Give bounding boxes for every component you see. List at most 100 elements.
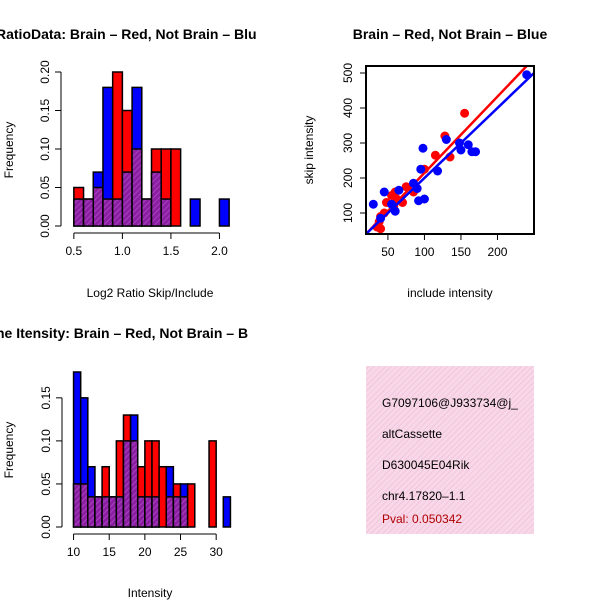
bar-red-17 [208,440,217,528]
bar-overlap-15 [179,496,189,528]
bar-overlap-2 [92,186,104,227]
bar-overlap-7 [122,440,132,528]
bar-overlap-3 [94,496,103,528]
bar-overlap-2 [87,496,96,528]
bar-red-10 [170,148,182,227]
x-tick-label: 20 [138,545,152,559]
x-tick-label: 10 [67,545,81,559]
scatter-plot-area [366,66,534,234]
point-blue [416,164,426,174]
y-tick-label: 0.15 [38,98,52,122]
y-tick-label: 0.15 [39,386,53,410]
ratio-histogram-axes: 0.5 1.0 1.5 2.0 0.00 0.05 0.10 0.15 0.20 [38,60,228,258]
x-tick-label: 1.0 [114,244,131,258]
bar-blue-18 [222,496,232,528]
fit-line-blue [366,72,534,234]
x-tick-label: 25 [174,545,188,559]
scatter-axes: 50 100 150 200 100 200 300 400 500 [341,63,535,259]
bar-overlap-11 [151,496,160,528]
y-tick-label: 200 [341,168,355,188]
ratio-histogram-panel: RatioData: Brain – Red, Not Brain – Blu … [0,26,257,300]
y-tick-label: 0.20 [38,60,52,84]
bar-overlap-1 [79,483,89,528]
bar-overlap-0 [72,483,82,528]
intensity-histogram-xlabel: Intensity [128,586,173,600]
scatter-marks [366,66,534,234]
event-info-panel: G7097106@J933734@j_ altCassette D630045E… [366,366,534,534]
y-tick-label: 0.00 [38,214,52,238]
point-red [460,108,470,118]
intensity-histogram-bars [72,371,232,528]
point-blue [368,199,378,209]
scatter-ylabel: skip intensity [302,116,316,185]
point-blue [456,145,466,155]
bar-overlap-1 [82,198,95,227]
x-tick-label: 50 [381,245,395,259]
x-tick-label: 2.0 [211,244,228,258]
intensity-histogram-axes: 10 15 20 25 30 0.00 0.05 0.10 0.15 [39,386,223,559]
y-tick-label: 0.00 [39,515,53,539]
ratio-histogram-xlabel: Log2 Ratio Skip/Include [87,286,214,300]
y-tick-label: 300 [341,133,355,153]
x-tick-label: 0.5 [66,244,83,258]
point-red [376,224,386,234]
x-tick-label: 150 [451,245,471,259]
bar-overlap-6 [131,148,143,227]
bar-overlap-4 [101,496,110,528]
ratio-histogram-ylabel: Frequency [2,122,16,179]
bar-overlap-8 [150,171,162,227]
point-blue [379,187,389,197]
bar-overlap-9 [136,496,146,528]
bar-overlap-4 [111,198,124,227]
bar-overlap-8 [129,440,139,528]
fit-line-red [366,66,528,234]
bar-overlap-6 [115,496,125,528]
y-tick-label: 0.05 [39,472,53,496]
y-tick-label: 0.10 [38,137,52,161]
point-blue [471,147,481,157]
point-blue [394,185,404,195]
scatter-panel: Brain – Red, Not Brain – Blue include in… [302,26,547,300]
bar-overlap-5 [108,496,118,528]
intensity-histogram-title: ne Itensity: Brain – Red, Not Brain – B [0,325,248,341]
plot-frame [365,65,535,235]
ratio-histogram-bars [73,71,230,227]
bar-red-12 [158,465,168,528]
intensity-histogram-ylabel: Frequency [2,422,16,479]
bar-overlap-5 [121,171,133,227]
ratio-histogram-title: RatioData: Brain – Red, Not Brain – Blu [0,26,257,42]
bar-blue-12 [218,198,230,227]
intensity-histogram-panel: ne Itensity: Brain – Red, Not Brain – B … [0,325,248,600]
x-tick-label: 15 [103,545,117,559]
y-tick-label: 0.10 [39,429,53,453]
bar-overlap-14 [172,496,182,528]
bar-overlap-0 [73,198,85,227]
point-blue [418,143,428,153]
bar-overlap-9 [160,198,172,227]
event-type-text: altCassette [382,427,443,441]
gene-name-text: D630045E04Rik [382,458,470,472]
x-tick-label: 30 [209,545,223,559]
bar-red-16 [186,483,196,528]
y-tick-label: 0.05 [38,175,52,199]
point-blue [441,135,451,144]
bar-overlap-10 [144,496,153,528]
scatter-title: Brain – Red, Not Brain – Blue [353,26,548,42]
bar-blue-11 [189,198,201,227]
pval-text: Pval: 0.050342 [382,512,463,526]
location-text: chr4.17820–1.1 [382,489,466,503]
y-tick-label: 100 [341,203,355,223]
x-tick-label: 200 [487,245,507,259]
scatter-xlabel: include intensity [407,286,492,300]
x-tick-label: 1.5 [163,244,180,258]
point-blue [419,194,429,204]
y-tick-label: 400 [341,98,355,118]
event-id-text: G7097106@J933734@j_ [382,396,518,410]
y-tick-label: 500 [341,63,355,83]
x-tick-label: 100 [414,245,434,259]
bar-overlap-13 [165,496,175,528]
point-blue [463,140,473,150]
bar-overlap-3 [102,198,114,227]
bar-overlap-7 [141,198,153,227]
